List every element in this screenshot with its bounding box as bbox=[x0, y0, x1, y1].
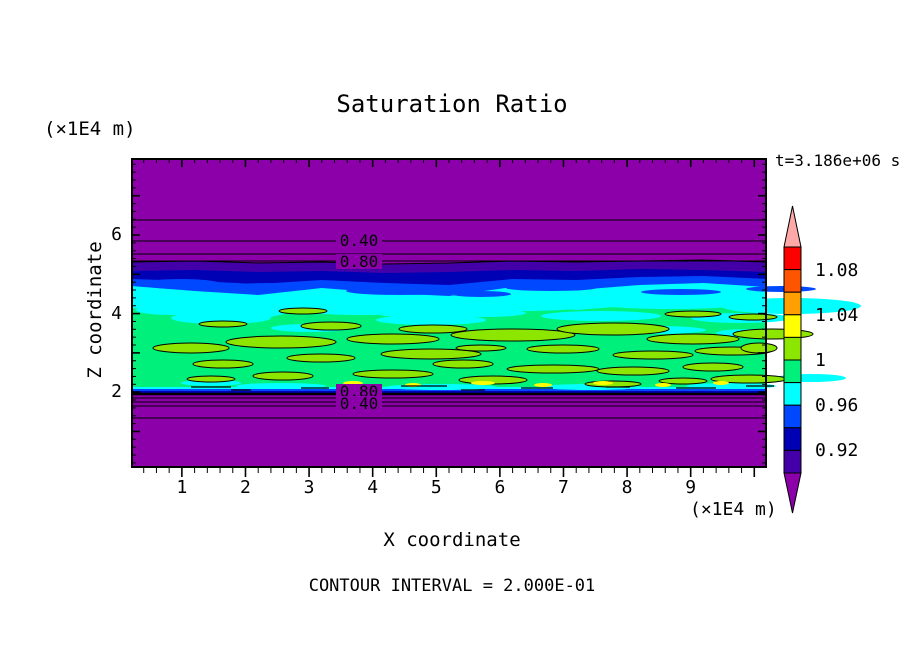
supersaturated-blob bbox=[352, 369, 434, 379]
z-tick-label: 4 bbox=[111, 302, 122, 324]
y-axis-units-label: (×1E4 m) bbox=[44, 118, 136, 140]
supersaturated-blob bbox=[252, 371, 314, 381]
yellow-spot bbox=[713, 381, 729, 385]
cyan-patch bbox=[171, 312, 271, 324]
supersaturated-blob bbox=[612, 350, 694, 360]
blue-streak bbox=[451, 291, 511, 297]
colorbar-tick-label: 1.08 bbox=[815, 260, 858, 281]
supersaturated-blob bbox=[658, 377, 708, 385]
supersaturated-blob bbox=[346, 333, 440, 345]
colorbar-cell bbox=[783, 382, 802, 406]
colorbar-under-range-arrow bbox=[783, 472, 802, 514]
contour-label-bg bbox=[336, 396, 382, 411]
x-tick-label: 9 bbox=[685, 477, 697, 498]
x-tick-label: 8 bbox=[621, 477, 633, 498]
blue-streak bbox=[226, 283, 316, 291]
x-tick-label: 6 bbox=[494, 477, 506, 498]
x-tick-label: 7 bbox=[558, 477, 569, 498]
blue-streak bbox=[141, 279, 221, 289]
colorbar-tick-label: 1.04 bbox=[815, 305, 858, 326]
supersaturated-blob bbox=[186, 375, 236, 383]
supersaturated-blob bbox=[740, 342, 778, 354]
colorbar-cell bbox=[783, 269, 802, 293]
yellow-spot bbox=[655, 383, 671, 387]
x-tick-label: 3 bbox=[303, 477, 315, 498]
supersaturated-blob bbox=[596, 366, 670, 376]
colorbar-cell bbox=[783, 404, 802, 429]
supersaturated-blob bbox=[455, 344, 507, 352]
cyan-patch bbox=[376, 315, 486, 325]
supersaturated-blob bbox=[152, 342, 230, 354]
x-tick-label: 5 bbox=[430, 477, 442, 498]
chart-title: Saturation Ratio bbox=[336, 90, 568, 118]
supersaturated-blob bbox=[664, 310, 722, 318]
colorbar-cell bbox=[783, 291, 802, 316]
colorbar-cell bbox=[783, 359, 802, 384]
band-green bbox=[131, 299, 767, 387]
supersaturated-blob bbox=[300, 321, 362, 331]
x-axis-title: X coordinate bbox=[383, 529, 521, 551]
supersaturated-blob bbox=[278, 307, 328, 315]
colorbar-over-range-arrow bbox=[783, 205, 802, 248]
supersaturated-blob bbox=[646, 333, 740, 345]
contour-label-bg bbox=[336, 384, 382, 399]
contour-label: 0.80 bbox=[340, 252, 379, 271]
supersaturated-blob bbox=[225, 335, 337, 349]
cyan-patch bbox=[136, 305, 206, 315]
yellow-spot bbox=[593, 381, 613, 385]
blue-streak bbox=[641, 289, 721, 295]
z-tick-label: 6 bbox=[111, 224, 122, 245]
colorbar: 1.08 1.04 1 0.96 0.92 bbox=[783, 205, 858, 514]
colorbar-cell bbox=[783, 314, 802, 338]
colorbar-cell bbox=[783, 449, 802, 474]
blue-streak bbox=[346, 287, 456, 295]
colorbar-tick-label: 0.92 bbox=[815, 440, 858, 461]
time-annotation: t=3.186e+06 s bbox=[775, 151, 901, 170]
contour-interval-note: CONTOUR INTERVAL = 2.000E-01 bbox=[308, 576, 596, 596]
x-tick-label: 1 bbox=[176, 477, 188, 498]
supersaturated-blob bbox=[198, 320, 248, 328]
yellow-spot bbox=[534, 383, 552, 387]
colorbar-tick-label: 0.96 bbox=[815, 395, 858, 416]
colorbar-cell bbox=[783, 336, 802, 361]
x-axis-units-label: (×1E4 m) bbox=[690, 499, 777, 520]
contour-line bbox=[130, 259, 768, 265]
supersaturated-blob bbox=[192, 359, 254, 369]
supersaturated-blob bbox=[682, 362, 744, 372]
contour-label: 0.40 bbox=[340, 394, 379, 413]
colorbar-cell bbox=[783, 246, 802, 271]
supersaturated-blob bbox=[584, 380, 642, 388]
cyan-patch bbox=[576, 291, 766, 309]
colorbar-cell bbox=[783, 427, 802, 451]
supersaturated-blob bbox=[286, 353, 356, 363]
z-tick-label: 2 bbox=[111, 381, 122, 403]
contour-label: 0.40 bbox=[340, 231, 379, 250]
supersaturated-blob bbox=[728, 313, 778, 321]
x-tick-label: 2 bbox=[240, 477, 251, 498]
contour-plot-canvas: 0.400.800.800.40 bbox=[130, 158, 861, 477]
yellow-spot bbox=[471, 381, 495, 385]
cyan-patch bbox=[436, 309, 526, 317]
supersaturated-blob bbox=[556, 322, 670, 336]
colorbar-tick-label: 1 bbox=[815, 350, 826, 371]
blue-streak bbox=[506, 285, 596, 291]
x-tick-label: 4 bbox=[367, 477, 379, 498]
supersaturated-blob bbox=[380, 348, 482, 360]
supersaturated-blob bbox=[432, 359, 494, 369]
cyan-patch bbox=[541, 311, 661, 321]
cyan-patch bbox=[436, 295, 606, 311]
supersaturated-blob bbox=[450, 328, 576, 342]
supersaturated-blob bbox=[526, 344, 600, 354]
supersaturated-blob bbox=[398, 324, 468, 334]
supersaturated-blob bbox=[506, 364, 600, 374]
contour-label-bg bbox=[336, 233, 382, 248]
contour-label-bg bbox=[336, 254, 382, 269]
